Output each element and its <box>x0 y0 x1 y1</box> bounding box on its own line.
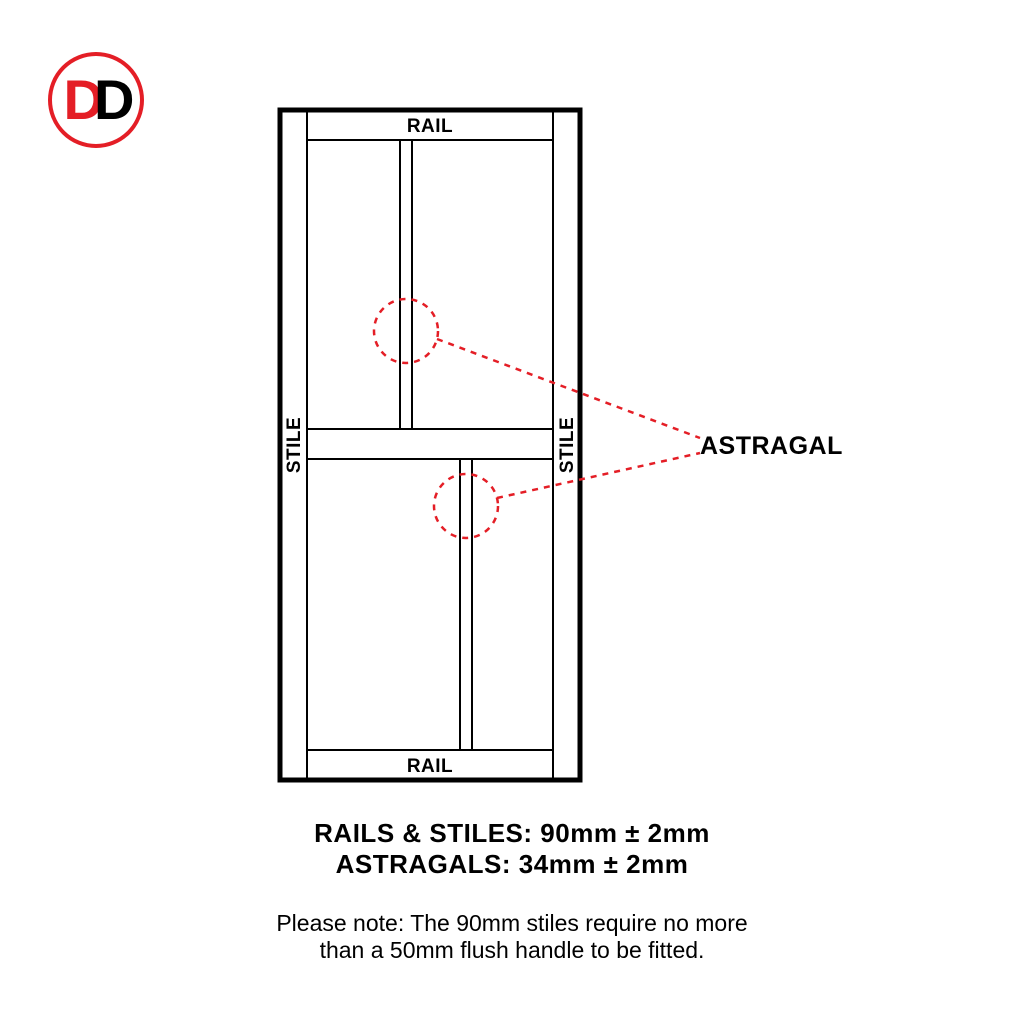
callout-circle-1 <box>374 299 438 363</box>
label-stile-right: STILE <box>557 417 578 473</box>
label-stile-left: STILE <box>284 417 305 473</box>
diagram-svg: RAIL RAIL STILE STILE <box>270 100 770 790</box>
note-line-1: Please note: The 90mm stiles require no … <box>0 910 1024 937</box>
callout-circle-2 <box>434 474 498 538</box>
specs-block: RAILS & STILES: 90mm ± 2mm ASTRAGALS: 34… <box>0 818 1024 880</box>
label-rail-top: RAIL <box>407 116 453 137</box>
logo-letter-1: D <box>64 72 98 128</box>
door-diagram: RAIL RAIL STILE STILE <box>270 100 590 790</box>
spec-line-1: RAILS & STILES: 90mm ± 2mm <box>0 818 1024 849</box>
brand-logo: D D <box>48 52 144 148</box>
label-rail-bottom: RAIL <box>407 756 453 777</box>
logo-letter-2: D <box>94 72 128 128</box>
door-outer <box>280 110 580 780</box>
callout-label: ASTRAGAL <box>700 432 843 461</box>
note-line-2: than a 50mm flush handle to be fitted. <box>0 937 1024 964</box>
page: D D <box>0 0 1024 1024</box>
note-block: Please note: The 90mm stiles require no … <box>0 910 1024 964</box>
spec-line-2: ASTRAGALS: 34mm ± 2mm <box>0 849 1024 880</box>
